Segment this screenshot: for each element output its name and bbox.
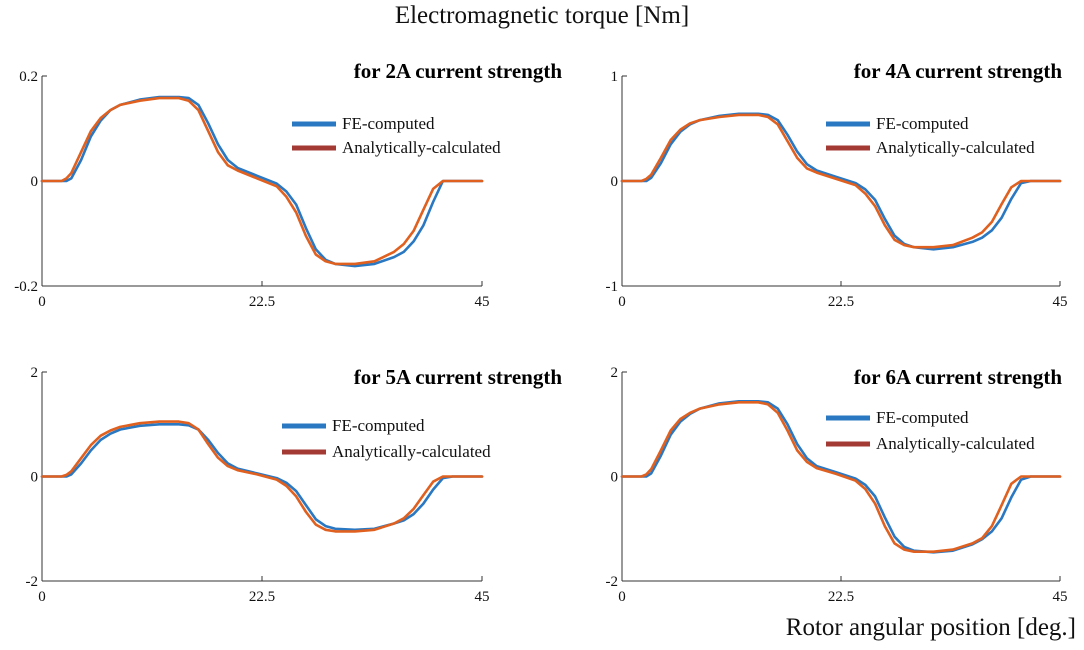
series-line-analytically-calculated <box>620 400 1062 554</box>
y-tick-label: 0 <box>611 470 619 486</box>
x-tick-label: 0 <box>38 294 46 310</box>
x-tick-label: 45 <box>475 294 490 310</box>
chart-title: for 2A current strength <box>354 59 563 83</box>
x-tick-label: 0 <box>618 589 626 605</box>
series-line-analytically-calculated <box>40 420 484 533</box>
y-tick-label: 0.2 <box>19 69 38 85</box>
x-tick-label: 22.5 <box>828 589 854 605</box>
series-line-analytically-calculated <box>40 96 484 266</box>
y-tick-label: -2 <box>26 574 39 590</box>
legend-label: FE-computed <box>876 408 969 427</box>
x-axis-label: Rotor angular position [deg.] <box>785 614 1076 641</box>
chart-title: for 6A current strength <box>854 365 1063 389</box>
x-tick-label: 45 <box>1053 294 1068 310</box>
series-line-analytically-calculated <box>620 113 1062 249</box>
series-line-fe-computed <box>620 112 1062 251</box>
y-tick-label: -1 <box>606 279 619 295</box>
x-tick-label: 0 <box>618 294 626 310</box>
x-tick-label: 22.5 <box>828 294 854 310</box>
y-tick-label: -0.2 <box>14 279 38 295</box>
chart-title: for 5A current strength <box>354 365 563 389</box>
y-tick-label: 2 <box>31 365 39 381</box>
legend-label: FE-computed <box>332 416 425 435</box>
y-tick-label: 2 <box>611 365 619 381</box>
y-tick-label: 1 <box>611 69 619 85</box>
x-tick-label: 22.5 <box>249 294 275 310</box>
y-tick-label: 0 <box>31 470 39 486</box>
y-tick-label: 0 <box>611 174 619 190</box>
x-tick-label: 0 <box>38 589 46 605</box>
x-tick-label: 45 <box>475 589 490 605</box>
figure-title: Electromagnetic torque [Nm] <box>394 2 690 29</box>
y-tick-label: 0 <box>31 174 39 190</box>
legend-label: Analytically-calculated <box>342 138 501 157</box>
legend-label: FE-computed <box>342 114 435 133</box>
y-tick-label: -2 <box>606 574 619 590</box>
legend-label: Analytically-calculated <box>332 442 491 461</box>
x-tick-label: 22.5 <box>249 589 275 605</box>
x-tick-label: 45 <box>1053 589 1068 605</box>
legend-label: FE-computed <box>876 114 969 133</box>
legend-label: Analytically-calculated <box>876 434 1035 453</box>
chart-title: for 4A current strength <box>854 59 1063 83</box>
series-line-fe-computed <box>40 422 484 532</box>
series-line-fe-computed <box>40 95 484 268</box>
legend-label: Analytically-calculated <box>876 138 1035 157</box>
series-line-fe-computed <box>620 399 1062 554</box>
